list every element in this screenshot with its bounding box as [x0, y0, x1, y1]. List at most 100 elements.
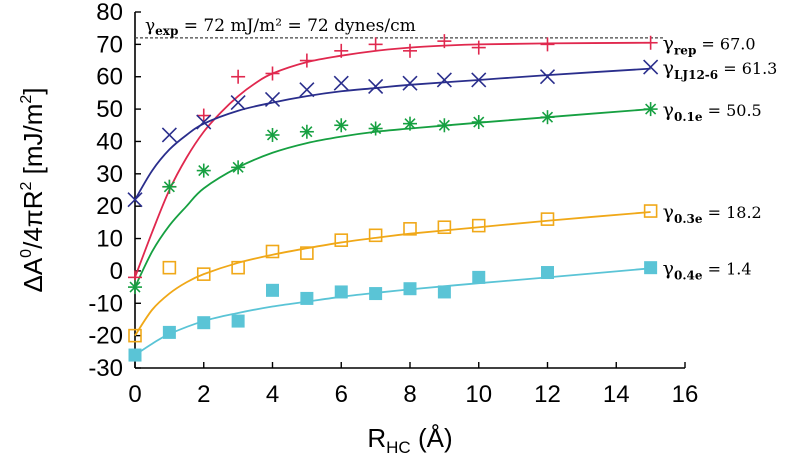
fit-curve — [134, 67, 651, 201]
data-point — [128, 348, 142, 362]
data-point — [196, 267, 211, 281]
y-ticks: -30 -20 -10 0 10 20 30 40 50 60 70 80 — [88, 0, 141, 382]
y-tick-label: -20 — [88, 323, 123, 350]
data-point — [403, 222, 417, 236]
data-point — [540, 110, 555, 125]
fit-curves — [134, 41, 651, 356]
series-label: γ0.3e = 18.2 — [663, 201, 762, 226]
y-axis-title: ΔA0/4πR2 [mJ/m2] — [18, 87, 48, 292]
x-tick-label: 12 — [534, 381, 561, 408]
data-point — [128, 280, 142, 295]
data-point — [471, 218, 486, 233]
data-point — [162, 260, 177, 275]
x-tick-label: 14 — [603, 381, 630, 408]
data-point — [196, 163, 211, 178]
series-label: γ0.4e = 1.4 — [663, 258, 752, 283]
data-point — [471, 40, 486, 55]
series-label: γrep = 67.0 — [663, 33, 756, 58]
data-point — [403, 282, 417, 296]
x-tick-label: 0 — [128, 381, 141, 408]
data-point — [266, 283, 279, 297]
data-point — [436, 72, 452, 88]
data-point — [643, 59, 659, 75]
data-point — [472, 270, 486, 284]
data-point — [437, 220, 452, 235]
x-tick-label: 2 — [197, 381, 210, 408]
data-point — [334, 118, 349, 133]
y-tick-label: 60 — [96, 64, 123, 91]
data-point — [231, 160, 246, 175]
series-label: γLJ12-6 = 61.3 — [663, 57, 778, 82]
data-point — [231, 260, 245, 275]
data-point — [368, 228, 383, 243]
y-tick-label: 30 — [96, 161, 123, 188]
data-point — [299, 124, 314, 139]
data-point — [471, 115, 486, 130]
y-tick-label: -30 — [88, 355, 123, 382]
y-tick-label: 10 — [96, 226, 123, 253]
y-tick-label: 50 — [96, 96, 123, 123]
data-point — [299, 53, 314, 68]
data-point — [333, 75, 349, 91]
data-point — [197, 316, 211, 330]
data-point — [368, 78, 384, 95]
data-point — [403, 43, 417, 58]
data-point — [196, 114, 212, 130]
fit-curve — [134, 108, 651, 288]
y-tick-label: -10 — [88, 290, 123, 317]
data-point — [128, 328, 142, 343]
data-point — [539, 69, 556, 85]
data-point — [540, 212, 555, 226]
data-point — [334, 233, 349, 247]
data-markers — [127, 34, 659, 362]
data-point — [541, 266, 554, 280]
data-point — [265, 66, 280, 81]
y-tick-label: 40 — [96, 128, 123, 155]
data-point — [162, 179, 177, 194]
data-point — [230, 95, 246, 111]
x-tick-label: 8 — [403, 381, 416, 408]
data-point — [231, 314, 245, 328]
data-point — [127, 192, 143, 208]
series-label: γ0.1e = 50.5 — [663, 99, 762, 124]
data-point — [368, 121, 383, 136]
data-point — [643, 204, 658, 218]
x-tick-label: 16 — [672, 381, 699, 408]
data-point — [162, 325, 176, 339]
fit-curve — [134, 211, 651, 337]
data-point — [368, 37, 383, 52]
fit-curve — [134, 41, 651, 278]
data-point — [644, 261, 658, 275]
data-point — [334, 43, 349, 58]
y-tick-label: 80 — [96, 0, 123, 26]
reference-line-label: γexp = 72 mJ/m² = 72 dynes/cm — [145, 16, 416, 38]
data-point — [300, 246, 314, 260]
data-point — [471, 72, 487, 88]
y-tick-label: 20 — [96, 193, 123, 220]
x-axis-title: RHC (Å) — [367, 423, 452, 457]
y-tick-label: 70 — [96, 31, 123, 58]
data-point — [299, 82, 315, 98]
x-tick-label: 4 — [266, 381, 279, 408]
data-point — [437, 34, 452, 49]
data-point — [265, 244, 280, 259]
data-point — [540, 37, 555, 52]
fit-curve — [134, 267, 651, 356]
data-point — [437, 118, 452, 133]
data-point — [437, 285, 451, 299]
data-point — [643, 102, 658, 117]
x-ticks: 0 2 4 6 8 10 12 14 16 — [128, 362, 698, 408]
data-point — [265, 127, 280, 142]
data-point — [231, 69, 246, 84]
data-point — [643, 35, 658, 50]
x-tick-label: 6 — [335, 381, 348, 408]
data-point — [196, 108, 211, 123]
x-tick-label: 10 — [465, 381, 492, 408]
y-tick-label: 0 — [110, 258, 123, 285]
data-point — [300, 291, 314, 305]
data-point — [403, 116, 417, 131]
data-point — [264, 91, 281, 107]
data-point — [402, 75, 418, 91]
